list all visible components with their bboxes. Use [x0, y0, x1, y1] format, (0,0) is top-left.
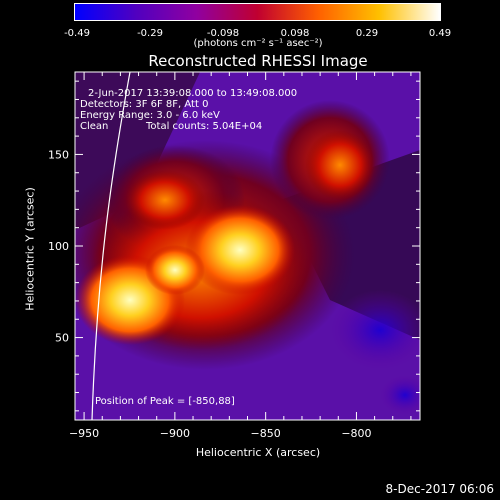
y-tick-label: 150 — [48, 148, 69, 161]
image-area — [75, 72, 420, 420]
peak-position-text: Position of Peak = [-850,88] — [95, 396, 235, 407]
colorbar-tick: -0.49 — [64, 28, 90, 39]
y-axis-label: Heliocentric Y (arcsec) — [23, 187, 37, 311]
colorbar — [74, 3, 441, 21]
method-text: Clean — [80, 121, 109, 132]
solar-limb-line — [91, 71, 131, 421]
chart-title: Reconstructed RHESSI Image — [148, 52, 368, 70]
axes-ticks: −950 −900 −850 −800 50 100 150 — [48, 72, 420, 440]
colorbar-tick: -0.29 — [137, 28, 163, 39]
detectors-text: Detectors: 3F 6F 8F, Att 0 — [80, 99, 209, 110]
x-axis-label: Heliocentric X (arcsec) — [195, 446, 321, 459]
colorbar-tick: 0.49 — [428, 28, 452, 39]
colorbar-tick: 0.098 — [280, 28, 310, 39]
y-tick-label: 50 — [55, 332, 69, 345]
x-tick-label: −800 — [341, 427, 371, 440]
x-tick-label: −900 — [160, 427, 190, 440]
y-tick-label: 100 — [48, 240, 69, 253]
counts-text: Total counts: 5.04E+04 — [146, 121, 263, 132]
footer-date: 8-Dec-2017 06:06 — [385, 482, 494, 496]
time-range-text: 2-Jun-2017 13:39:08.000 to 13:49:08.000 — [88, 88, 298, 99]
x-tick-label: −950 — [69, 427, 99, 440]
colorbar-tick: 0.29 — [355, 28, 379, 39]
colorbar-tick: -0.098 — [206, 28, 240, 39]
energy-range-text: Energy Range: 3.0 - 6.0 keV — [80, 110, 220, 121]
colorbar-units: (photons cm⁻² s⁻¹ asec⁻²) — [193, 38, 323, 49]
x-tick-label: −850 — [251, 427, 281, 440]
